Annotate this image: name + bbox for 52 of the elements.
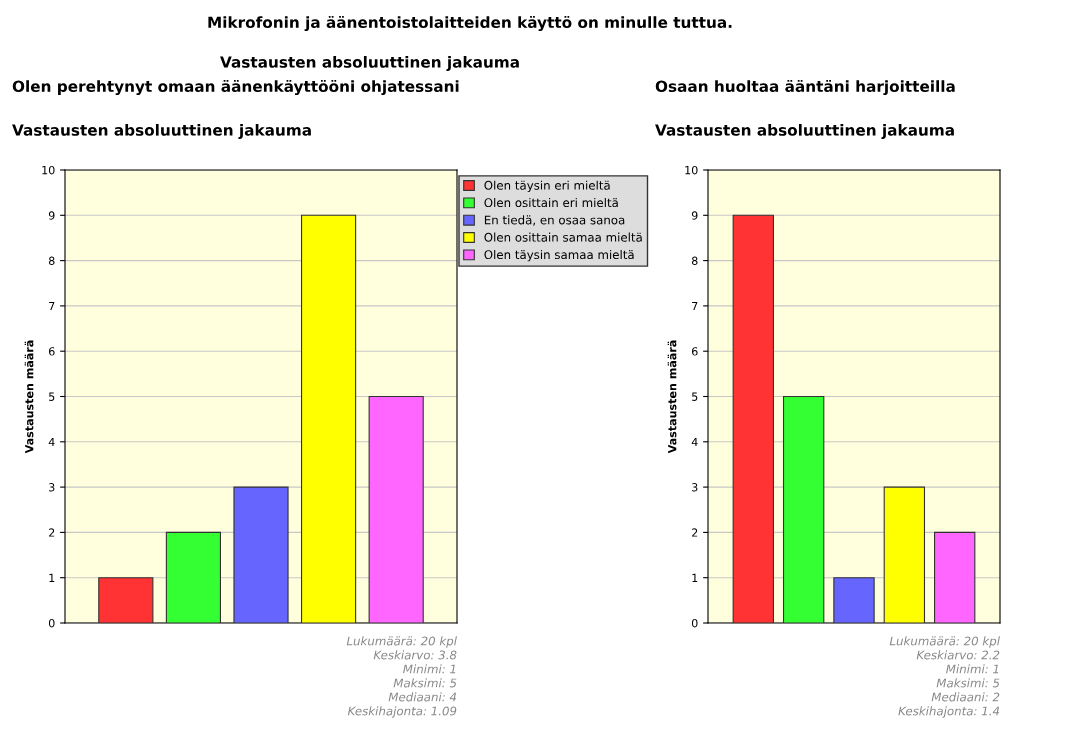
y-tick-label: 10 (685, 165, 698, 175)
y-tick-label: 8 (691, 256, 698, 265)
y-tick-label: 7 (692, 302, 698, 311)
y-tick-label: 6 (691, 347, 698, 356)
text: Keskihajonta: 1.09 (347, 706, 457, 718)
y-tick-label: 1 (692, 573, 698, 582)
y-tick-label: 5 (692, 392, 698, 401)
chart-title: Osaan huoltaa ääntäni harjoitteilla (655, 80, 955, 96)
chart-subtitle: Vastausten absoluuttinen jakauma (655, 124, 954, 139)
bar (933, 531, 976, 623)
text: Keskiarvo: 2.2 (916, 650, 1000, 660)
y-tick-label: 4 (48, 437, 55, 447)
text: Minimi: 1 (403, 664, 456, 674)
legend-label: En tiedä, en osaa sanoa (484, 215, 625, 226)
y-tick-label: 10 (42, 165, 55, 175)
text: Lukumäärä: 20 kpl (346, 636, 457, 648)
text: Vastausten absoluuttinen jakauma (220, 56, 519, 71)
legend-label: Olen täysin samaa mieltä (484, 249, 634, 262)
text: Mikrofonin ja äänentoistolaitteiden käyttö on minulle tuttua. (208, 16, 732, 32)
y-tick-label: 7 (49, 302, 55, 311)
y-tick-label: 9 (48, 211, 55, 220)
y-tick-label: 9 (691, 211, 698, 220)
text: Maksimi: 5 (936, 678, 1000, 688)
text: Keskiarvo: 3.8 (373, 650, 457, 660)
y-tick-label: 1 (49, 573, 55, 582)
chart-title: Olen perehtynyt omaan äänenkäyttööni ohjatessani (12, 80, 459, 96)
text: Minimi: 1 (946, 664, 999, 674)
text: Lukumäärä: 20 kpl (889, 636, 1000, 648)
y-axis-title: Vastausten määrä (24, 340, 34, 454)
y-tick-label: 8 (48, 256, 55, 265)
y-tick-label: 6 (48, 347, 55, 356)
y-axis-title: Vastausten määrä (667, 340, 677, 454)
legend-label: Olen täysin eri mieltä (484, 180, 610, 193)
y-tick-label: 4 (691, 437, 698, 447)
bar (883, 486, 926, 623)
text: Keskihajonta: 1.4 (898, 706, 1000, 718)
text: Maksimi: 5 (393, 678, 457, 688)
y-tick-label: 2 (692, 528, 698, 537)
legend-label: Olen osittain samaa mieltä (484, 232, 642, 242)
y-tick-label: 0 (48, 618, 55, 628)
bar (732, 214, 775, 623)
y-tick-label: 0 (691, 618, 698, 628)
text: Mediaani: 2 (931, 692, 1000, 702)
text: Mediaani: 4 (388, 692, 457, 702)
bar (833, 577, 875, 623)
legend-label: Olen osittain eri mieltä (484, 197, 618, 208)
y-tick-label: 2 (49, 528, 55, 537)
bar (782, 395, 825, 623)
y-tick-label: 3 (49, 483, 55, 492)
chart-subtitle: Vastausten absoluuttinen jakauma (12, 124, 311, 139)
y-tick-label: 5 (49, 392, 55, 401)
y-tick-label: 3 (692, 483, 698, 492)
